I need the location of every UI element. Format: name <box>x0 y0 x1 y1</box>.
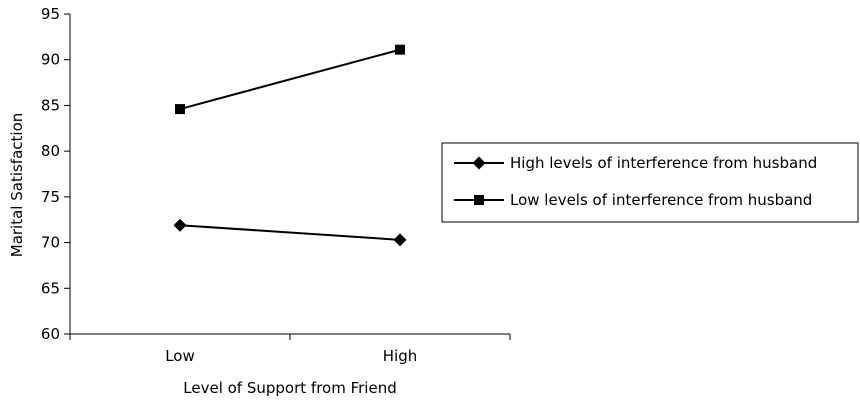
y-tick-label: 90 <box>41 51 60 69</box>
series-line <box>179 48 401 111</box>
legend-marker-square <box>474 195 484 205</box>
legend: High levels of interference from husband… <box>441 142 859 223</box>
series-line <box>179 224 401 241</box>
plot-area: 60 65 70 75 80 85 90 95 Low High <box>41 5 511 365</box>
y-tick-label: 75 <box>41 188 60 206</box>
series-1 <box>173 218 407 247</box>
legend-items: High levels of interference from husband… <box>454 154 817 209</box>
y-tick-label: 70 <box>41 234 60 252</box>
legend-label: High levels of interference from husband <box>510 154 817 172</box>
y-tick-label: 95 <box>41 5 60 23</box>
legend-box <box>441 142 859 223</box>
legend-label: Low levels of interference from husband <box>510 191 812 209</box>
data-point-square <box>395 44 405 55</box>
legend-marker-diamond <box>472 156 486 170</box>
x-tick-label: Low <box>165 347 195 365</box>
y-axis-ticks: 60 65 70 75 80 85 90 95 <box>41 5 70 343</box>
y-axis-label: Marital Satisfaction <box>8 113 26 258</box>
y-tick-label: 65 <box>41 279 60 297</box>
legend-item-2: Low levels of interference from husband <box>454 191 812 209</box>
legend-item-1: High levels of interference from husband <box>454 154 817 172</box>
data-point-square <box>175 104 185 115</box>
y-tick-label: 80 <box>41 142 60 160</box>
y-tick-label: 85 <box>41 96 60 114</box>
series-2 <box>175 44 405 115</box>
series-layer <box>173 44 407 247</box>
x-tick-label: High <box>383 347 417 365</box>
x-axis-ticks: Low High <box>69 334 511 365</box>
y-tick-label: 60 <box>41 325 60 343</box>
data-point-diamond <box>393 233 407 247</box>
data-point-diamond <box>173 218 187 232</box>
x-axis-label: Level of Support from Friend <box>183 379 396 397</box>
